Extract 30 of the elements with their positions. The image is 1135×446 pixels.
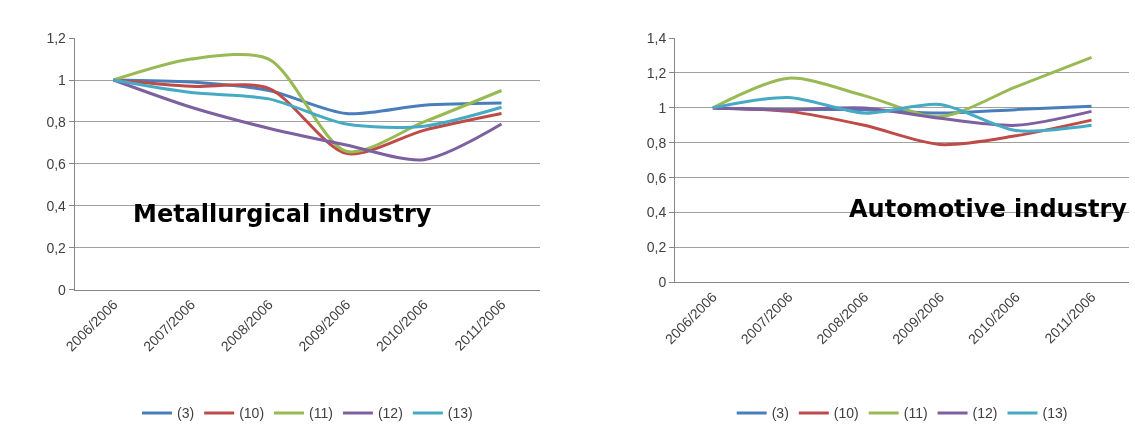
line-series bbox=[711, 95, 1094, 133]
y-tick-label: 1 bbox=[658, 99, 667, 116]
legend-label: (13) bbox=[447, 405, 473, 422]
y-tick-label: 0,4 bbox=[46, 197, 67, 214]
text: Metallurgical industry bbox=[133, 200, 432, 228]
y-tick-label: 0,8 bbox=[46, 113, 67, 130]
legend-label: (10) bbox=[239, 405, 265, 422]
y-tick-label: 0,2 bbox=[46, 239, 67, 256]
y-tick-label: 0 bbox=[658, 274, 667, 291]
legend-label: (11) bbox=[309, 405, 333, 422]
y-tick-label: 0 bbox=[58, 281, 67, 298]
line-series bbox=[112, 78, 504, 129]
text: Automotive industry bbox=[849, 195, 1128, 223]
legend-label: (3) bbox=[177, 405, 195, 422]
y-tick-label: 0,6 bbox=[646, 169, 667, 186]
y-tick-label: 1 bbox=[58, 71, 67, 88]
y-tick-label: 1,2 bbox=[46, 30, 67, 46]
legend-label: (3) bbox=[771, 405, 789, 422]
y-tick-label: 0,6 bbox=[46, 155, 67, 172]
y-tick-label: 0,8 bbox=[646, 134, 667, 151]
legend-label: (10) bbox=[833, 405, 859, 422]
line-series bbox=[711, 55, 1094, 119]
legend-label: (11) bbox=[903, 405, 928, 422]
legend-label: (12) bbox=[377, 405, 403, 422]
y-tick-label: 1,4 bbox=[646, 30, 667, 46]
y-tick-label: 0,2 bbox=[646, 239, 667, 256]
legend-label: (12) bbox=[972, 405, 998, 422]
y-tick-label: 0,4 bbox=[646, 204, 667, 221]
y-tick-label: 1,2 bbox=[646, 64, 667, 81]
legend-label: (13) bbox=[1042, 405, 1068, 422]
